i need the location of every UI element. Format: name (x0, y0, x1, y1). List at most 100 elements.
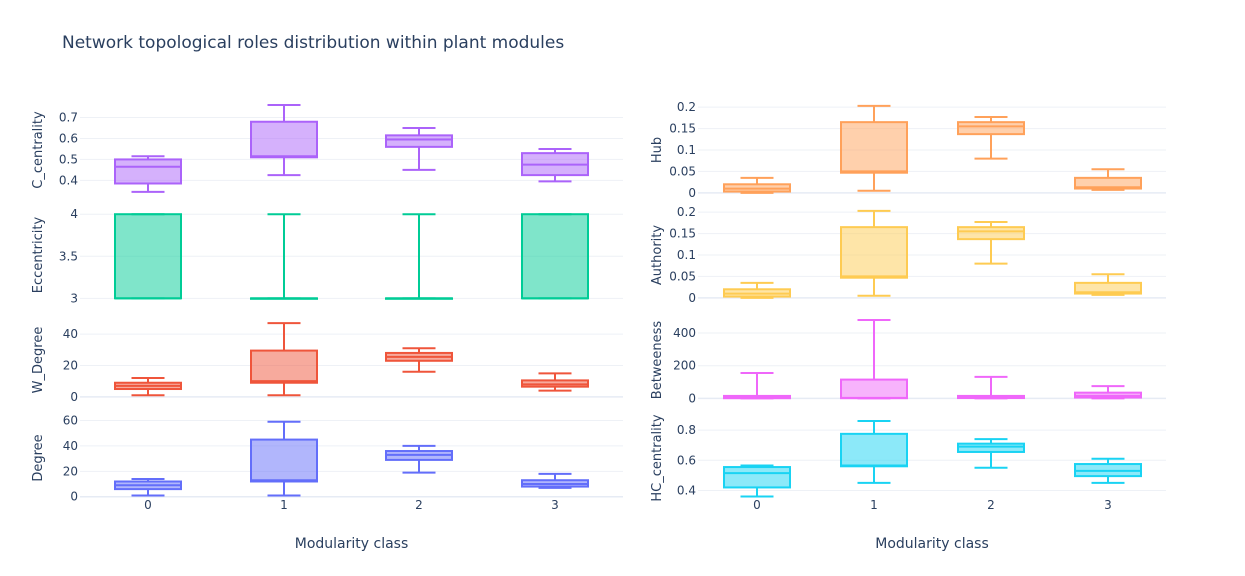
y-axis-label: W_Degree (31, 327, 46, 394)
box-iqr (840, 121, 908, 174)
box-iqr (521, 213, 589, 300)
box-0 (723, 464, 791, 498)
y-tick-label: 3.5 (59, 249, 78, 263)
box-1 (840, 319, 908, 400)
box-2 (385, 444, 453, 474)
y-axis-label: HC_centrality (650, 414, 665, 501)
y-axis-label: Betweeness (650, 321, 665, 400)
box-iqr (114, 158, 182, 185)
box-1 (840, 209, 908, 297)
x-tick-label: 3 (551, 498, 559, 512)
box-0 (723, 176, 791, 194)
box-3 (521, 147, 589, 183)
box-3 (521, 372, 589, 392)
box-iqr (1074, 176, 1142, 190)
box-2 (385, 213, 453, 300)
x-axis-right: 0 1 2 3 Modularity class (753, 498, 1112, 552)
box-0 (114, 477, 182, 497)
box-iqr (114, 213, 182, 300)
box-iqr (250, 349, 318, 384)
y-axis-label: Authority (650, 225, 665, 285)
y-tick-label: 0.6 (677, 453, 696, 467)
box-iqr (250, 120, 318, 159)
y-tick-label: 0.6 (59, 131, 78, 145)
box-iqr (723, 466, 791, 489)
box-1 (250, 213, 318, 300)
y-tick-label: 0.5 (59, 152, 78, 166)
y-tick-label: 60 (63, 414, 78, 428)
y-tick-label: 0 (70, 490, 78, 504)
panel-eccentricity: 3 3.5 4 Eccentricity (31, 207, 623, 305)
chart-title: Network topological roles distribution w… (62, 33, 565, 53)
box-3 (1074, 273, 1142, 296)
y-tick-label: 0.15 (669, 122, 696, 136)
y-tick-label: 0.05 (669, 164, 696, 178)
y-tick-label: 0 (688, 291, 696, 305)
box-3 (1074, 457, 1142, 484)
y-tick-label: 0.8 (677, 423, 696, 437)
box-2 (385, 347, 453, 373)
panel-degree: 0 20 40 60 Degree (31, 414, 623, 504)
box-1 (840, 104, 908, 192)
x-tick-label: 0 (753, 498, 761, 512)
box-1 (840, 420, 908, 484)
box-1 (250, 322, 318, 397)
box-2 (957, 438, 1025, 469)
box-0 (114, 377, 182, 397)
y-tick-label: 0.2 (677, 100, 696, 114)
box-0 (114, 155, 182, 193)
box-0 (114, 213, 182, 300)
y-tick-label: 0 (70, 390, 78, 404)
y-tick-label: 0.4 (677, 483, 696, 497)
y-tick-label: 40 (63, 327, 78, 341)
y-tick-label: 0 (688, 391, 696, 405)
box-3 (521, 213, 589, 300)
panel-authority: 0 0.05 0.1 0.15 0.2 Authority (650, 205, 1166, 305)
box-3 (521, 472, 589, 489)
x-tick-label: 1 (280, 498, 288, 512)
panel-betweeness: 0 200 400 Betweeness (650, 319, 1166, 405)
y-tick-label: 0.1 (677, 248, 696, 262)
y-axis-label: Eccentricity (31, 217, 46, 294)
box-iqr (957, 121, 1025, 136)
box-iqr (957, 226, 1025, 241)
box-2 (957, 221, 1025, 265)
y-axis-label: Degree (31, 434, 46, 481)
box-iqr (957, 442, 1025, 453)
box-iqr (840, 432, 908, 468)
box-iqr (1074, 281, 1142, 295)
y-tick-label: 0.4 (59, 173, 78, 187)
panel-hc-centrality: 0.4 0.6 0.8 HC_centrality (650, 414, 1166, 502)
y-tick-label: 20 (63, 358, 78, 372)
y-tick-label: 3 (70, 291, 78, 305)
box-iqr (250, 438, 318, 483)
box-iqr (385, 134, 453, 148)
y-axis-label: C_centrality (31, 111, 46, 189)
x-axis-left: 0 1 2 3 Modularity class (144, 498, 559, 552)
box-3 (1074, 385, 1142, 400)
x-tick-label: 2 (415, 498, 423, 512)
box-2 (957, 116, 1025, 160)
box-0 (723, 281, 791, 299)
box-2 (385, 127, 453, 171)
box-3 (1074, 168, 1142, 191)
y-tick-label: 0.1 (677, 143, 696, 157)
x-axis-title: Modularity class (875, 536, 989, 552)
panel-w-degree: 0 20 40 W_Degree (31, 322, 623, 404)
box-iqr (840, 378, 908, 400)
y-tick-label: 0.2 (677, 205, 696, 219)
y-tick-label: 0.7 (59, 111, 78, 125)
x-tick-label: 3 (1104, 498, 1112, 512)
x-tick-label: 2 (987, 498, 995, 512)
box-1 (250, 420, 318, 497)
box-2 (957, 375, 1025, 400)
y-tick-label: 40 (63, 439, 78, 453)
y-tick-label: 0 (688, 186, 696, 200)
x-tick-label: 0 (144, 498, 152, 512)
box-iqr (840, 226, 908, 279)
y-tick-label: 0.15 (669, 227, 696, 241)
y-axis-label: Hub (650, 137, 665, 163)
y-tick-label: 20 (63, 464, 78, 478)
